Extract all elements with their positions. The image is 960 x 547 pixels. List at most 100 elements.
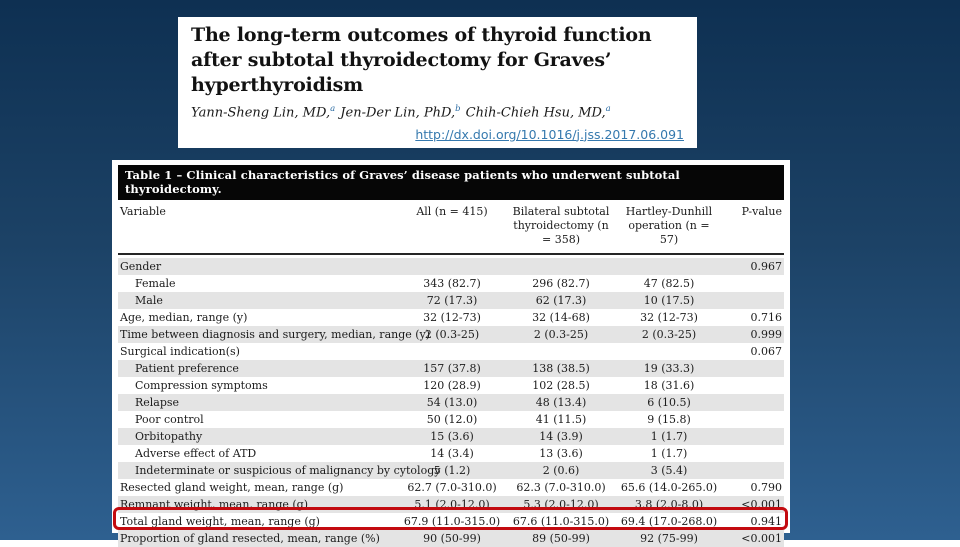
cell-label: Adverse effect of ATD (135, 447, 257, 461)
cell-label: Total gland weight, mean, range (g) (120, 515, 320, 529)
table-row-highlighted: Proportion of gland resected, mean, rang… (118, 530, 784, 547)
cell-label: Poor control (135, 413, 204, 427)
cell-label: Relapse (135, 396, 180, 410)
cell-bilateral: 62 (17.3) (535, 294, 587, 308)
cell-p: 0.067 (750, 345, 783, 359)
cell-hartley: 3 (5.4) (650, 464, 688, 478)
table-row: Age, median, range (y) 32 (12-73) 32 (14-6… (118, 309, 784, 326)
table-row: Gender 0.967 (118, 255, 784, 276)
cell-all: 343 (82.7) (423, 277, 481, 291)
table-header-row: Variable All (n = 415) Bilateral subtota… (118, 203, 784, 256)
cell-p (722, 360, 784, 377)
cell-hartley: 65.6 (14.0-265.0) (620, 481, 718, 495)
clinical-table-card: Table 1 – Clinical characteristics of Gr… (112, 160, 790, 547)
paper-title: The long-term outcomes of thyroid functi… (191, 24, 652, 97)
cell-bilateral: 32 (14-68) (532, 311, 590, 325)
cell-all: 50 (12.0) (426, 413, 478, 427)
table-body: Gender 0.967 Female 343 (82.7) 296 (82.7) 47 … (118, 255, 784, 547)
author-affiliation-mark: a (330, 104, 336, 115)
cell-p: 0.941 (750, 515, 783, 529)
cell-p: 0.967 (722, 255, 784, 275)
paper-authors: Yann-Sheng Lin, MD,a Jen-Der Lin, PhD,b … (191, 104, 684, 120)
cell-bilateral (506, 343, 616, 360)
cell-p (722, 377, 784, 394)
table-row: Time between diagnosis and surgery, medi… (118, 326, 784, 344)
clinical-table: Variable All (n = 415) Bilateral subtota… (118, 203, 784, 547)
cell-label: Compression symptoms (135, 379, 268, 393)
cell-hartley: 92 (75-99) (640, 532, 698, 546)
cell-label: Female (135, 277, 176, 291)
cell-p: 0.716 (750, 311, 783, 325)
cell-p (722, 445, 784, 462)
table-row: Remnant weight, mean, range (g) 5.1 (2.0-… (118, 496, 784, 514)
cell-hartley: 10 (17.5) (643, 294, 695, 308)
cell-hartley: 3.8 (2.0-8.0) (634, 498, 704, 512)
table-row: Compression symptoms 120 (28.9) 102 (28.5)… (118, 377, 784, 394)
cell-bilateral: 62.3 (7.0-310.0) (516, 481, 606, 495)
cell-p (722, 275, 784, 292)
cell-hartley: 47 (82.5) (643, 277, 695, 291)
author-affiliation-mark: a (605, 104, 611, 115)
cell-all (398, 255, 506, 275)
cell-label: Orbitopathy (135, 430, 203, 444)
cell-all: 5.1 (2.0-12.0) (414, 498, 490, 512)
cell-hartley: 32 (12-73) (640, 311, 698, 325)
cell-bilateral: 5.3 (2.0-12.0) (523, 498, 599, 512)
paper-title-card: The long-term outcomes of thyroid functi… (178, 17, 697, 148)
cell-hartley: 6 (10.5) (647, 396, 691, 410)
cell-all: 62.7 (7.0-310.0) (407, 481, 497, 495)
column-header-pvalue: P-value (722, 203, 784, 256)
cell-label: Time between diagnosis and surgery, medi… (120, 328, 431, 342)
table-row: Surgical indication(s) 0.067 (118, 343, 784, 360)
table-row: Indeterminate or suspicious of malignanc… (118, 462, 784, 480)
cell-hartley: 19 (33.3) (643, 362, 695, 376)
cell-bilateral (506, 255, 616, 275)
cell-label: Gender (118, 255, 398, 275)
cell-all: 5 (1.2) (433, 464, 471, 478)
column-header-variable: Variable (118, 203, 398, 256)
column-header-all: All (n = 415) (398, 203, 506, 256)
cell-p (722, 394, 784, 411)
cell-label: Patient preference (135, 362, 239, 376)
table-row: Relapse 54 (13.0) 48 (13.4) 6 (10.5) (118, 394, 784, 412)
cell-p: <0.001 (741, 532, 782, 546)
cell-label: Age, median, range (y) (120, 311, 248, 325)
cell-bilateral: 2 (0.6) (542, 464, 580, 478)
cell-all (398, 343, 506, 360)
author-name: Chih-Chieh Hsu, MD, (461, 105, 606, 121)
cell-p (722, 411, 784, 428)
cell-hartley: 1 (1.7) (650, 430, 688, 444)
table-row: Total gland weight, mean, range (g) 67.9 … (118, 513, 784, 530)
author-affiliation-mark: b (455, 104, 461, 115)
cell-bilateral: 67.6 (11.0-315.0) (512, 515, 610, 529)
cell-all: 90 (50-99) (423, 532, 481, 546)
table-caption: Table 1 – Clinical characteristics of Gr… (118, 165, 784, 200)
cell-label: Proportion of gland resected, mean, rang… (120, 532, 380, 546)
cell-p: 0.790 (750, 481, 783, 495)
cell-p: <0.001 (741, 498, 782, 512)
cell-bilateral: 296 (82.7) (532, 277, 590, 291)
cell-hartley (616, 343, 722, 360)
cell-p (722, 428, 784, 445)
column-header-bilateral: Bilateral subtotal thyroidectomy (n = 35… (506, 203, 616, 256)
cell-bilateral: 41 (11.5) (535, 413, 587, 427)
cell-label: Remnant weight, mean, range (g) (120, 498, 308, 512)
cell-label: Surgical indication(s) (120, 345, 240, 359)
cell-all: 15 (3.6) (430, 430, 474, 444)
cell-bilateral: 89 (50-99) (532, 532, 590, 546)
doi-link[interactable]: http://dx.doi.org/10.1016/j.jss.2017.06.… (415, 126, 684, 142)
cell-hartley (616, 255, 722, 275)
doi-row: http://dx.doi.org/10.1016/j.jss.2017.06.… (191, 124, 684, 143)
table-row: Adverse effect of ATD 14 (3.4) 13 (3.6) 1 (… (118, 445, 784, 462)
cell-hartley: 69.4 (17.0-268.0) (620, 515, 718, 529)
cell-bilateral: 102 (28.5) (532, 379, 590, 393)
cell-all: 32 (12-73) (423, 311, 481, 325)
column-header-hartley: Hartley-Dunhill operation (n = 57) (616, 203, 722, 256)
cell-label: Male (135, 294, 163, 308)
cell-all: 72 (17.3) (426, 294, 478, 308)
cell-hartley: 18 (31.6) (643, 379, 695, 393)
cell-all: 14 (3.4) (430, 447, 474, 461)
cell-all: 67.9 (11.0-315.0) (403, 515, 501, 529)
table-row: Male 72 (17.3) 62 (17.3) 10 (17.5) (118, 292, 784, 310)
